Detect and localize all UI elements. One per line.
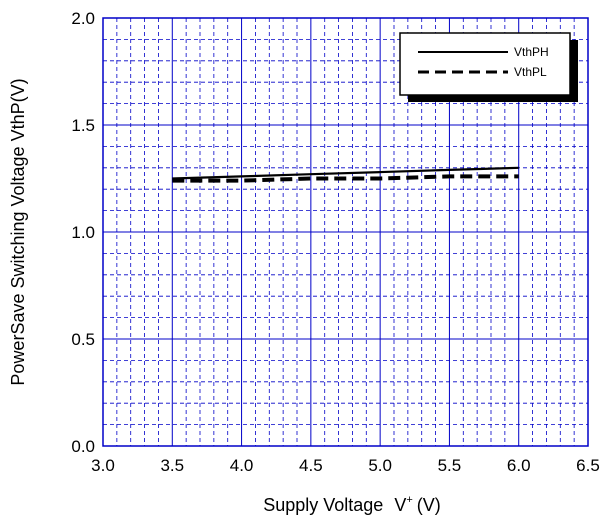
y-tick-labels: 0.0 0.5 1.0 1.5 2.0 bbox=[71, 9, 95, 456]
x-tick-label: 6.0 bbox=[507, 456, 531, 475]
minor-grid bbox=[103, 18, 588, 446]
legend-label-vthph: VthPH bbox=[514, 45, 549, 59]
y-tick-label: 0.0 bbox=[71, 437, 95, 456]
x-tick-label: 4.0 bbox=[230, 456, 254, 475]
x-tick-label: 4.5 bbox=[299, 456, 323, 475]
legend-box bbox=[399, 32, 571, 96]
legend: VthPH VthPL bbox=[399, 32, 578, 102]
x-tick-label: 6.5 bbox=[576, 456, 600, 475]
series-line-vthph bbox=[172, 166, 519, 180]
y-tick-label: 1.5 bbox=[71, 116, 95, 135]
y-tick-label: 2.0 bbox=[71, 9, 95, 28]
series-line-vthpl bbox=[172, 174, 519, 183]
x-tick-label: 5.0 bbox=[368, 456, 392, 475]
y-tick-label: 1.0 bbox=[71, 223, 95, 242]
x-tick-label: 5.5 bbox=[438, 456, 462, 475]
x-axis-superscript: + bbox=[406, 494, 412, 506]
x-tick-label: 3.0 bbox=[91, 456, 115, 475]
series-layer bbox=[172, 166, 519, 183]
x-tick-labels: 3.0 3.5 4.0 4.5 5.0 5.5 6.0 6.5 bbox=[91, 456, 600, 475]
x-axis-label-text: Supply Voltage bbox=[263, 495, 383, 515]
x-axis-title: Supply Voltage V+ (V) bbox=[263, 494, 441, 515]
x-axis-symbol: V bbox=[394, 495, 406, 515]
y-axis-title: PowerSave Switching Voltage VthP(V) bbox=[8, 78, 28, 385]
x-axis-unit: (V) bbox=[417, 495, 441, 515]
y-tick-label: 0.5 bbox=[71, 330, 95, 349]
legend-label-vthpl: VthPL bbox=[514, 65, 547, 79]
plot-frame bbox=[102, 17, 589, 447]
x-tick-label: 3.5 bbox=[160, 456, 184, 475]
